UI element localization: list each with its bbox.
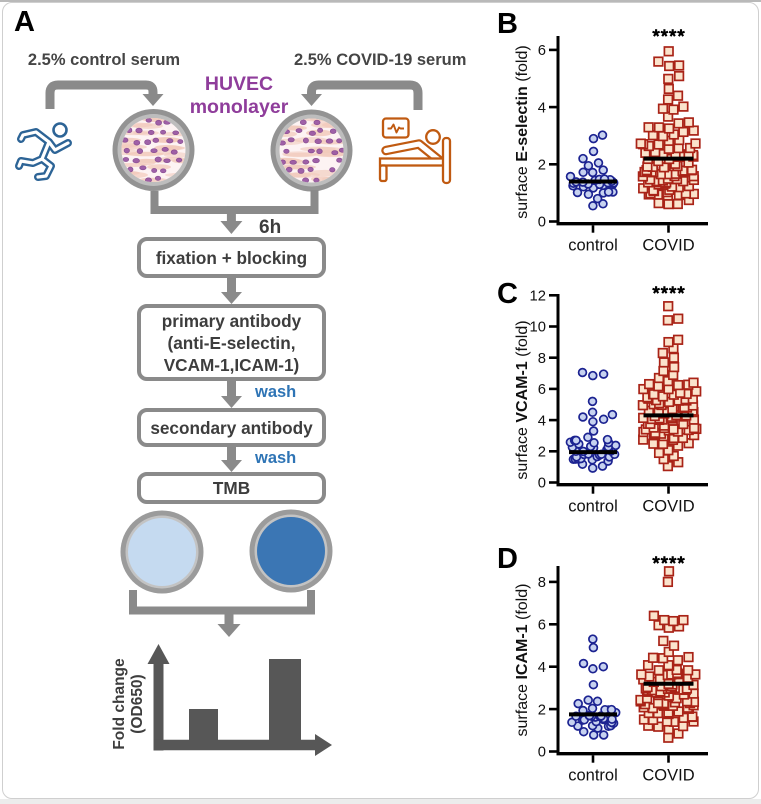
- svg-text:COVID: COVID: [642, 498, 694, 516]
- svg-text:0: 0: [538, 745, 546, 761]
- svg-text:4: 4: [538, 413, 546, 429]
- svg-text:D: D: [497, 543, 518, 575]
- svg-text:10: 10: [530, 320, 546, 336]
- svg-text:8: 8: [538, 575, 546, 591]
- svg-text:0: 0: [538, 215, 546, 231]
- svg-text:control: control: [568, 237, 618, 255]
- svg-text:4: 4: [538, 100, 546, 116]
- svg-text:6: 6: [538, 43, 546, 59]
- svg-text:8: 8: [538, 351, 546, 367]
- svg-text:12: 12: [530, 289, 546, 305]
- svg-text:2: 2: [538, 158, 546, 174]
- svg-text:6: 6: [538, 382, 546, 398]
- svg-text:0: 0: [538, 476, 546, 492]
- svg-text:COVID: COVID: [642, 237, 694, 255]
- svg-text:COVID: COVID: [642, 767, 694, 785]
- svg-text:2: 2: [538, 702, 546, 718]
- svg-text:surface E-selectin (fold): surface E-selectin (fold): [514, 45, 531, 218]
- svg-text:2: 2: [538, 445, 546, 461]
- svg-text:4: 4: [538, 660, 546, 676]
- svg-text:B: B: [497, 8, 518, 40]
- svg-text:surface ICAM-1 (fold): surface ICAM-1 (fold): [514, 584, 531, 737]
- svg-text:6: 6: [538, 618, 546, 634]
- svg-text:control: control: [568, 498, 618, 516]
- svg-text:C: C: [497, 278, 518, 310]
- svg-text:control: control: [568, 767, 618, 785]
- svg-text:surface VCAM-1 (fold): surface VCAM-1 (fold): [514, 320, 531, 479]
